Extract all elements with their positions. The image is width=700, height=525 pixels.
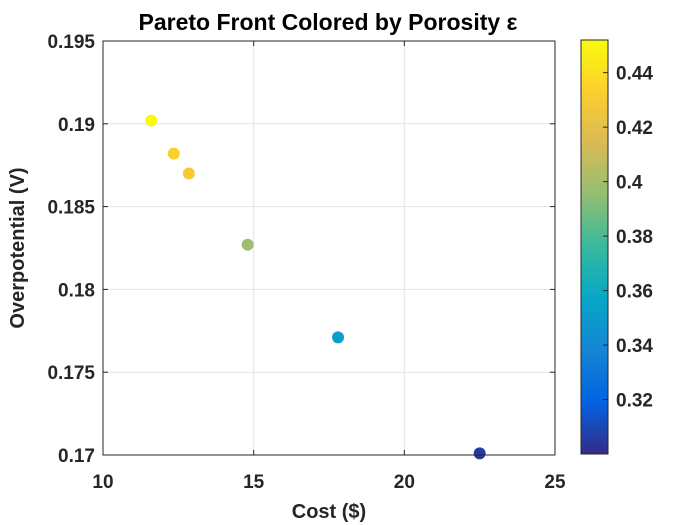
y-tick-label: 0.17 (58, 446, 95, 467)
x-axis-title: Cost ($) (292, 501, 366, 523)
data-point (241, 238, 254, 251)
chart-title: Pareto Front Colored by Porosity ε (139, 9, 518, 35)
colorbar (580, 39, 609, 455)
x-tick-label: 20 (394, 472, 415, 493)
y-tick-label: 0.19 (58, 115, 95, 136)
colorbar-tick-label: 0.32 (616, 391, 653, 412)
x-tick-label: 25 (544, 472, 566, 493)
colorbar-tick-label: 0.36 (616, 282, 653, 303)
plot-area (103, 41, 555, 455)
colorbar-tick-label: 0.34 (616, 336, 653, 357)
y-axis-title: Overpotential (V) (7, 167, 29, 328)
colorbar-tick-label: 0.38 (616, 227, 653, 248)
axes-box (102, 40, 556, 456)
y-tick-label: 0.175 (47, 363, 95, 384)
data-point (182, 167, 195, 180)
y-tick-label: 0.185 (47, 198, 95, 219)
y-tick-label: 0.18 (58, 280, 95, 301)
y-tick-label: 0.195 (47, 32, 95, 53)
colorbar-tick-label: 0.42 (616, 118, 653, 139)
colorbar-tick-label: 0.44 (616, 64, 653, 85)
data-point (473, 447, 486, 460)
data-point (332, 331, 345, 344)
x-tick-label: 10 (92, 472, 113, 493)
colorbar-tick-label: 0.4 (616, 173, 643, 194)
data-points (145, 114, 486, 460)
colorbar-ticks: 0.32 0.34 0.36 0.38 0.4 0.42 0.44 (603, 64, 653, 412)
data-point (167, 147, 180, 160)
x-tick-label: 15 (243, 472, 265, 493)
y-axis: 0.17 0.175 0.18 0.185 0.19 0.195 (47, 32, 555, 467)
data-point (145, 114, 158, 127)
x-axis: 10 15 20 25 (92, 41, 566, 493)
